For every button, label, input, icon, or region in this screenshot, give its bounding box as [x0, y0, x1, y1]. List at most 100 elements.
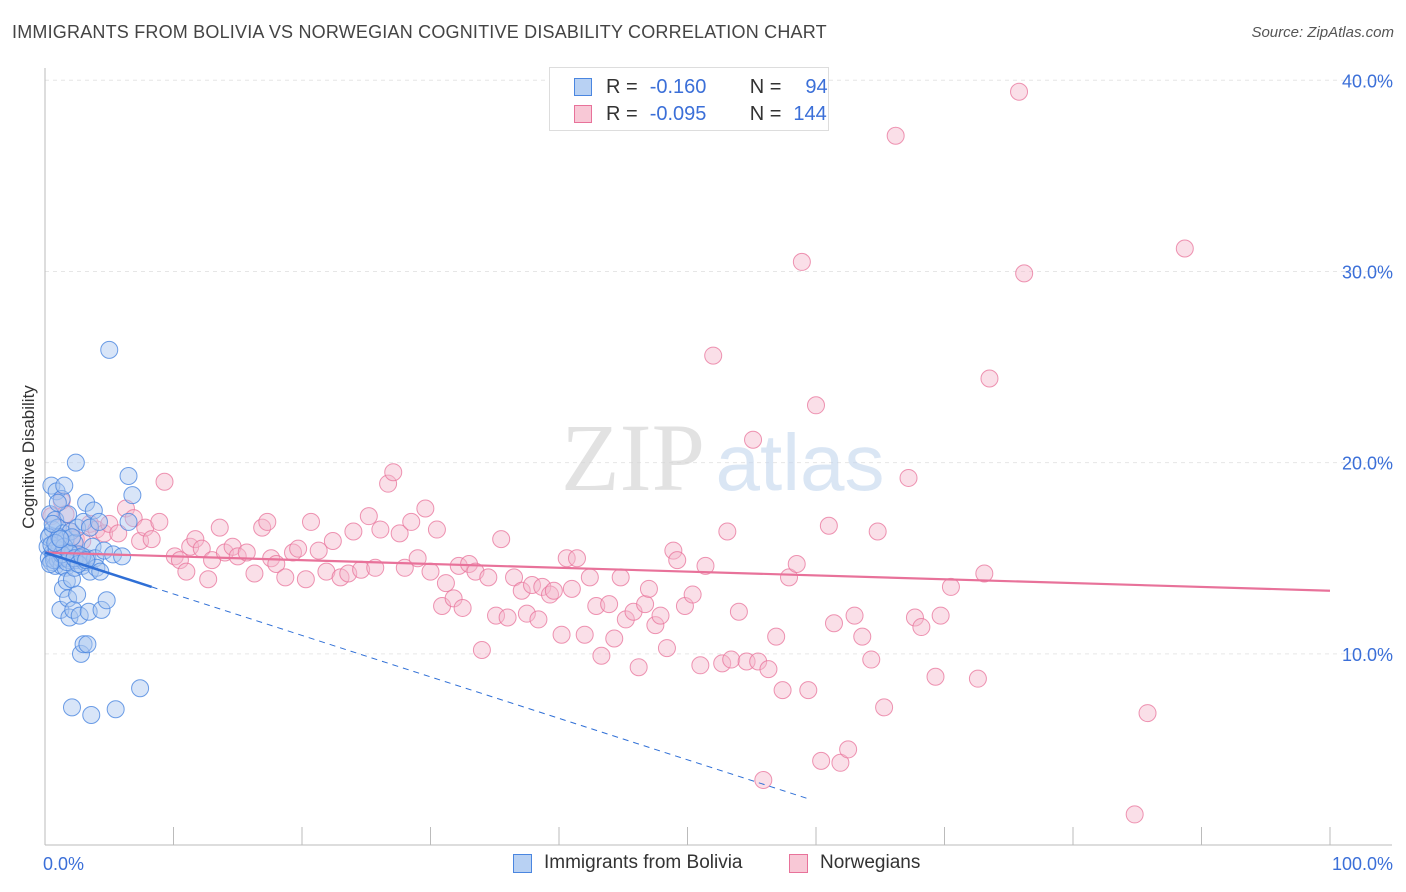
data-point-bolivia: [131, 679, 150, 698]
trend-line-norwegians: [44, 551, 1331, 592]
data-point-norwegians: [744, 430, 763, 449]
legend-n-value: 94: [805, 75, 828, 98]
data-point-norwegians: [780, 568, 799, 587]
data-point-norwegians: [713, 654, 732, 673]
data-point-norwegians: [557, 549, 576, 568]
data-point-norwegians: [729, 602, 748, 621]
data-point-bolivia: [92, 600, 111, 619]
legend-row-bolivia: R = -0.160 N = 94: [574, 74, 828, 100]
data-point-bolivia: [84, 501, 103, 520]
data-point-bolivia: [97, 591, 116, 610]
data-point-bolivia: [48, 493, 67, 512]
y-tick-label: 10.0%: [1342, 645, 1393, 665]
data-point-norwegians: [931, 606, 950, 625]
data-point-norwegians: [359, 507, 378, 526]
data-point-norwegians: [819, 516, 838, 535]
correlation-legend: R = -0.160 N = 94 R = -0.095 N = 144: [549, 67, 829, 131]
data-point-norwegians: [704, 346, 723, 365]
legend-r-value: -0.095: [649, 102, 707, 125]
data-point-bolivia: [66, 453, 85, 472]
data-point-norwegians: [580, 568, 599, 587]
data-point-norwegians: [749, 652, 768, 671]
data-point-bolivia: [42, 476, 61, 495]
legend-r-value: -0.160: [649, 75, 707, 98]
data-point-bolivia: [62, 698, 81, 717]
data-point-norwegians: [416, 499, 435, 518]
data-point-bolivia: [55, 476, 74, 495]
data-point-norwegians: [562, 579, 581, 598]
data-point-norwegians: [384, 463, 403, 482]
data-point-norwegians: [1138, 704, 1157, 723]
data-point-norwegians: [142, 530, 161, 549]
data-point-norwegians: [245, 564, 264, 583]
data-point-norwegians: [1015, 264, 1034, 283]
data-point-norwegians: [629, 658, 648, 677]
legend-n-label: N =: [749, 102, 782, 125]
data-point-norwegians: [309, 541, 328, 560]
data-point-norwegians: [492, 530, 511, 549]
data-point-norwegians: [799, 681, 818, 700]
data-point-norwegians: [487, 606, 506, 625]
watermark: ZIP atlas: [561, 404, 884, 511]
data-point-norwegians: [575, 625, 594, 644]
legend-swatch-blue: [513, 853, 532, 873]
data-point-bolivia: [43, 514, 62, 533]
data-point-norwegians: [150, 512, 169, 531]
data-point-norwegians: [390, 524, 409, 543]
data-point-norwegians: [371, 520, 390, 539]
data-point-norwegians: [444, 589, 463, 608]
legend-item-bolivia[interactable]: Immigrants from Bolivia: [513, 852, 743, 874]
data-point-norwegians: [868, 522, 887, 541]
y-tick-label: 30.0%: [1342, 262, 1393, 282]
data-point-norwegians: [718, 522, 737, 541]
data-point-norwegians: [875, 698, 894, 717]
data-point-bolivia: [51, 530, 70, 549]
tick-labels: 10.0% 20.0% 30.0% 40.0% 0.0% 100.0%: [43, 71, 1393, 874]
data-point-norwegians: [831, 753, 850, 772]
data-point-norwegians: [529, 610, 548, 629]
data-point-norwegians: [505, 568, 524, 587]
data-point-norwegians: [807, 396, 825, 415]
axes: [44, 68, 1392, 846]
data-point-norwegians: [611, 568, 630, 587]
data-point-norwegians: [862, 650, 881, 669]
data-point-norwegians: [276, 568, 295, 587]
data-point-bolivia: [41, 554, 60, 573]
data-point-bolivia: [59, 505, 78, 524]
data-point-bolivia: [82, 706, 101, 724]
data-point-bolivia: [77, 493, 96, 512]
data-point-norwegians: [301, 512, 320, 531]
data-point-norwegians: [912, 618, 931, 637]
data-point-norwegians: [853, 627, 872, 646]
data-point-norwegians: [905, 608, 924, 627]
trend-lines: [44, 551, 1331, 800]
data-point-norwegians: [605, 629, 624, 648]
legend-item-norwegians[interactable]: Norwegians: [789, 852, 920, 874]
data-point-norwegians: [109, 524, 128, 543]
data-point-bolivia: [89, 512, 108, 531]
watermark-zip: ZIP: [561, 404, 705, 511]
data-point-norwegians: [639, 579, 658, 598]
data-point-norwegians: [323, 532, 342, 551]
data-point-norwegians: [289, 539, 308, 558]
data-point-bolivia: [74, 635, 93, 654]
data-point-norwegians: [886, 126, 905, 145]
data-point-norwegians: [131, 532, 150, 551]
data-point-bolivia: [123, 486, 142, 505]
data-point-norwegians: [722, 650, 741, 669]
chart-title: IMMIGRANTS FROM BOLIVIA VS NORWEGIAN COG…: [12, 22, 827, 42]
data-point-norwegians: [975, 564, 994, 583]
data-point-norwegians: [980, 369, 999, 388]
data-point-norwegians: [421, 562, 440, 581]
data-point-norwegians: [592, 646, 611, 665]
data-point-norwegians: [759, 660, 778, 679]
data-point-norwegians: [258, 512, 277, 531]
legend-label-norwegians: Norwegians: [820, 852, 921, 873]
data-point-norwegians: [646, 616, 665, 635]
data-point-norwegians: [839, 740, 858, 759]
data-point-norwegians: [1010, 82, 1029, 101]
data-point-norwegians: [696, 556, 715, 575]
legend-swatch-pink: [574, 105, 592, 123]
data-point-norwegians: [544, 581, 563, 600]
data-point-norwegians: [199, 570, 218, 589]
